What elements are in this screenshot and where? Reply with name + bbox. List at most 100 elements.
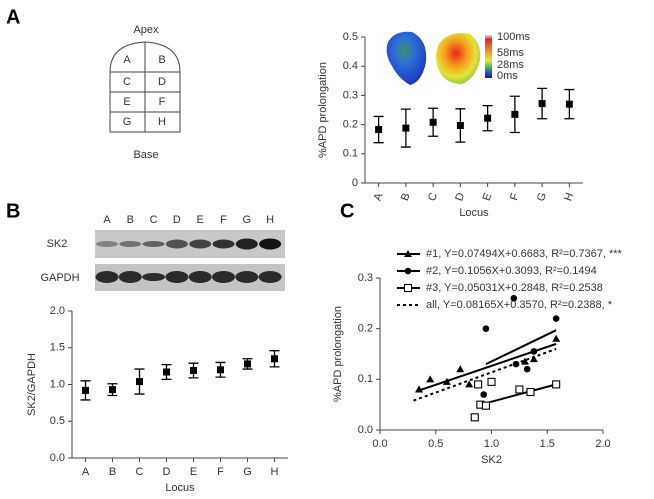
point xyxy=(552,334,561,342)
point xyxy=(538,100,546,108)
point xyxy=(552,380,561,389)
x-tick-label: E xyxy=(190,466,197,478)
blot-row-label: GAPDH xyxy=(40,272,79,284)
y-tick-label: 0.0 xyxy=(358,424,373,436)
legend-marker xyxy=(404,250,412,257)
point xyxy=(481,401,490,410)
y-tick-label: 0.1 xyxy=(343,148,358,160)
point xyxy=(217,366,224,374)
blot-band xyxy=(212,271,235,283)
x-tick-label: B xyxy=(399,191,413,202)
x-tick-label: 1.5 xyxy=(540,438,555,450)
blot-band xyxy=(259,238,282,250)
lane-label: A xyxy=(103,214,111,226)
x-axis-label: Locus xyxy=(165,482,195,494)
blot-row-label: SK2 xyxy=(47,238,68,250)
y-tick-label: 0.5 xyxy=(50,415,65,427)
blot-band xyxy=(212,239,235,249)
panel-letter: C xyxy=(340,200,354,222)
lane-label: C xyxy=(150,214,158,226)
point xyxy=(244,360,251,368)
y-axis-label: %APD prolongation xyxy=(332,306,344,402)
x-tick-label: H xyxy=(562,191,576,203)
point xyxy=(510,294,518,302)
point xyxy=(415,385,424,393)
lane-label: G xyxy=(243,214,252,226)
legend-marker xyxy=(403,283,413,293)
y-tick-label: 2.0 xyxy=(50,305,65,317)
point xyxy=(426,375,435,383)
point xyxy=(163,368,170,376)
point xyxy=(511,110,519,118)
blot-band xyxy=(165,239,188,249)
lane-label: D xyxy=(173,214,181,226)
legend-label: all, Y=0.08165X+0.3570, R²=0.2388, * xyxy=(426,299,613,311)
point xyxy=(429,118,437,126)
x-tick-label: C xyxy=(426,191,440,203)
point xyxy=(442,377,451,385)
point xyxy=(480,391,487,398)
y-tick-label: 0.5 xyxy=(343,31,358,43)
y-tick-label: 1.5 xyxy=(50,342,65,354)
x-tick-label: 0.5 xyxy=(428,438,443,450)
y-axis-label: SK2/GAPDH xyxy=(26,353,38,416)
x-tick-label: G xyxy=(243,466,252,478)
blot-band xyxy=(96,241,118,247)
x-tick-label: A xyxy=(82,466,90,478)
x-tick-label: C xyxy=(136,466,144,478)
diagram-cell: D xyxy=(158,76,166,88)
point xyxy=(487,377,496,386)
lane-label: F xyxy=(220,214,227,226)
point xyxy=(474,380,483,389)
blot-band xyxy=(119,241,142,247)
diagram-cell: A xyxy=(123,54,131,66)
lane-label: E xyxy=(197,214,204,226)
panel-letter: A xyxy=(6,6,20,28)
blot-band xyxy=(235,238,258,250)
diagram-top: Apex xyxy=(133,24,159,36)
blot-band xyxy=(235,271,259,283)
legend-label: #1, Y=0.07494X+0.6683, R²=0.7367, *** xyxy=(426,248,623,260)
point xyxy=(565,100,573,108)
blot-band xyxy=(142,241,165,247)
y-tick-label: 1.0 xyxy=(50,378,65,390)
point xyxy=(520,357,529,365)
y-tick-label: 0.2 xyxy=(358,323,373,335)
x-tick-label: 2.0 xyxy=(595,438,610,450)
y-tick-label: 0.1 xyxy=(358,373,373,385)
fit-line xyxy=(480,383,557,406)
y-axis-label: %APD prolongation xyxy=(317,62,329,158)
diagram-cell: G xyxy=(123,116,132,128)
point xyxy=(484,114,492,122)
diagram-bottom: Base xyxy=(133,149,158,161)
point xyxy=(530,348,538,355)
x-tick-label: 1.0 xyxy=(484,438,499,450)
diagram-grid xyxy=(109,41,181,133)
point xyxy=(136,378,143,386)
x-axis-label: SK2 xyxy=(481,454,502,466)
point xyxy=(190,367,197,375)
diagram-cell: E xyxy=(123,96,130,108)
x-tick-label: A xyxy=(372,191,386,203)
point xyxy=(271,355,278,363)
panel-letter: B xyxy=(6,200,20,222)
fit-line xyxy=(413,347,557,402)
point xyxy=(402,124,410,132)
y-tick-label: 0.2 xyxy=(343,119,358,131)
y-tick-label: 0.4 xyxy=(343,60,358,72)
diagram-cell: H xyxy=(158,116,166,128)
point xyxy=(456,121,464,129)
x-axis-label: Locus xyxy=(459,207,489,219)
point xyxy=(465,380,474,388)
fit-line xyxy=(485,329,557,366)
diagram-cell: B xyxy=(158,54,165,66)
point xyxy=(552,315,560,322)
blot-band xyxy=(188,271,212,283)
point xyxy=(109,386,116,394)
x-tick-label: H xyxy=(271,466,279,478)
diagram-cell: C xyxy=(123,76,131,88)
lane-label: B xyxy=(127,214,134,226)
point xyxy=(515,385,524,394)
legend-marker xyxy=(404,267,412,275)
